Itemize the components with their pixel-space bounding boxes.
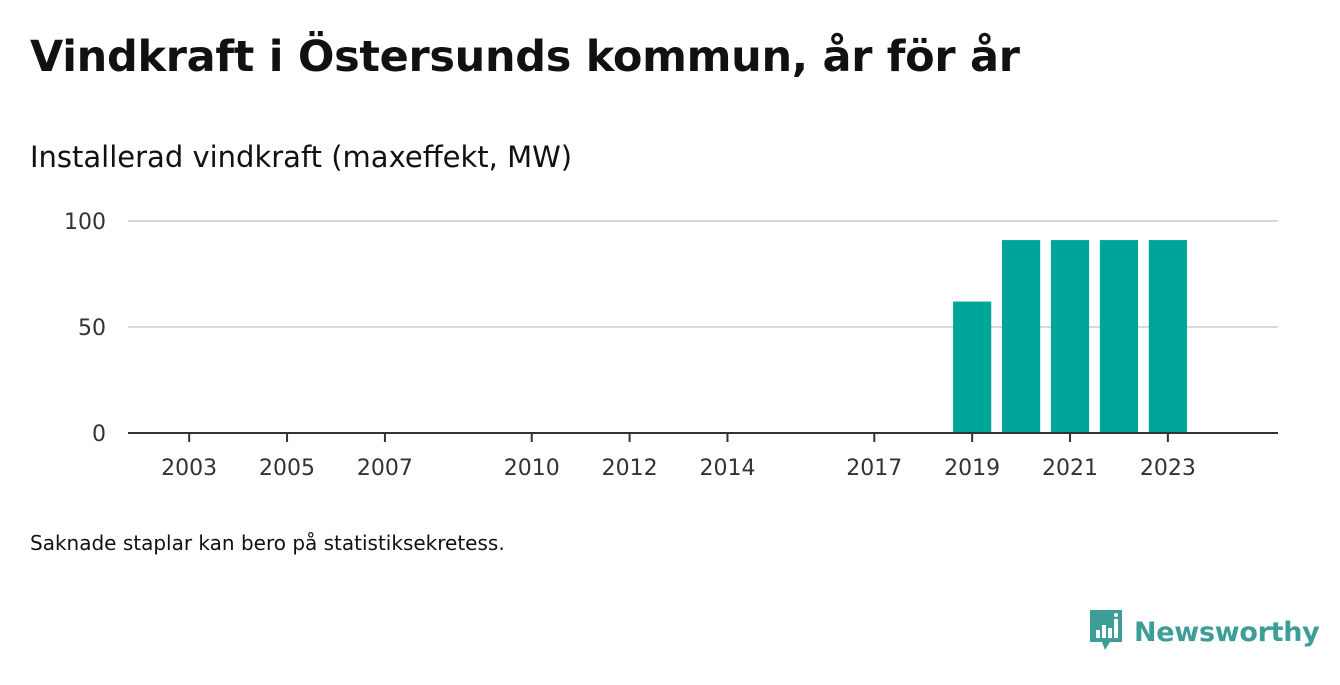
x-tick-label: 2010 — [504, 456, 560, 481]
chart-title: Vindkraft i Östersunds kommun, år för år — [30, 32, 1020, 82]
x-tick-label: 2017 — [846, 456, 902, 481]
bar — [1050, 240, 1090, 433]
y-tick-label: 50 — [78, 316, 106, 341]
brand-name: Newsworthy — [1134, 616, 1320, 648]
bar — [1002, 240, 1041, 433]
tick-labels: 0 50 100 2003 2005 2007 2010 2012 2014 2017 2019 20… — [64, 210, 1196, 481]
y-tick-label: 0 — [92, 422, 106, 447]
chart-subtitle: Installerad vindkraft (maxeffekt, MW) — [30, 140, 573, 174]
footnote: Saknade staplar kan bero på statistiksek… — [30, 531, 505, 555]
bar — [1148, 240, 1187, 433]
x-tick-label: 2019 — [944, 456, 1000, 481]
x-tick-label: 2003 — [161, 456, 217, 481]
x-tick-label: 2012 — [602, 456, 658, 481]
x-tick-label: 2023 — [1140, 456, 1196, 481]
x-tick-label: 2005 — [259, 456, 315, 481]
x-tick-label: 2021 — [1042, 456, 1098, 481]
bar — [1099, 240, 1139, 433]
brand-logo: Newsworthy — [1088, 608, 1320, 656]
bar — [953, 301, 992, 433]
newsworthy-logo-icon — [1088, 608, 1124, 656]
y-tick-label: 100 — [64, 210, 106, 235]
bars — [953, 240, 1187, 433]
x-tick-label: 2014 — [699, 456, 755, 481]
bar-chart: 0 50 100 2003 2005 2007 2010 2012 2014 2017 2019 20… — [64, 210, 1278, 481]
x-tick-label: 2007 — [357, 456, 413, 481]
axes — [128, 432, 1278, 442]
